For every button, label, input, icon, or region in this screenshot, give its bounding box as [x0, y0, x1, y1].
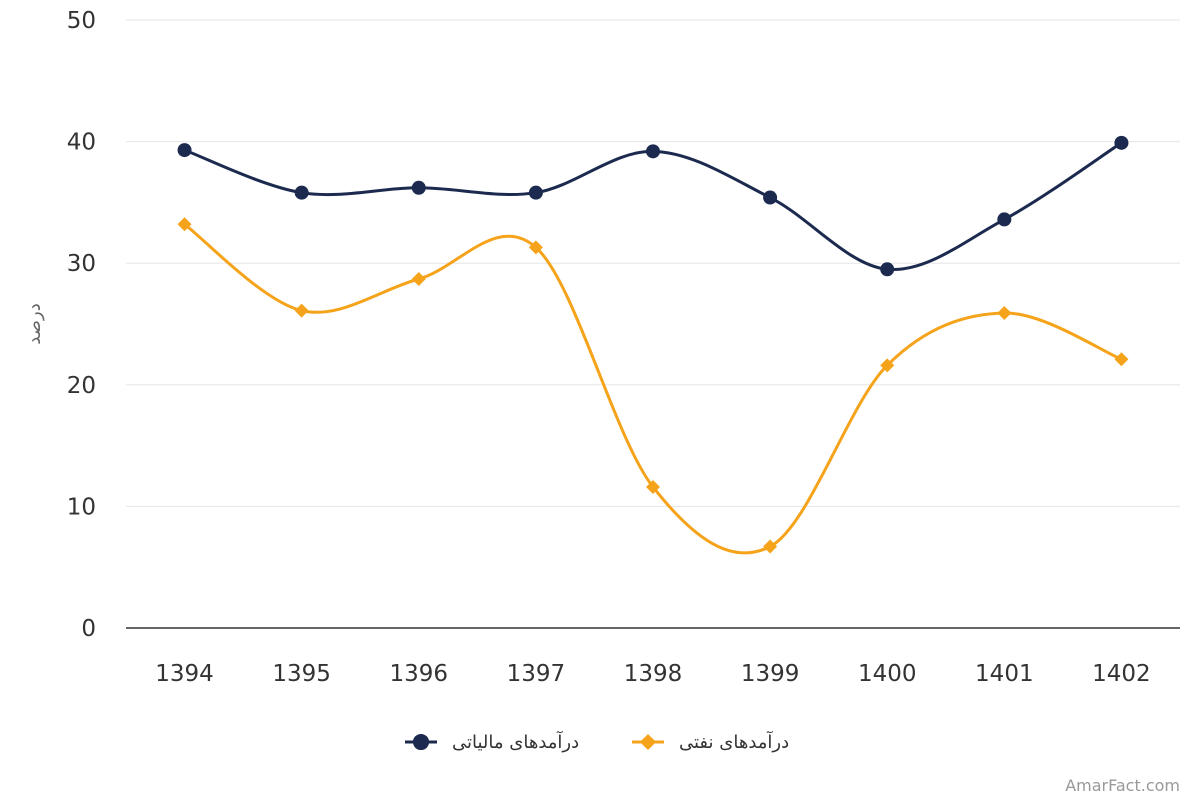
- data-point: [411, 272, 426, 287]
- legend: درآمدهای مالیاتی درآمدهای نفتی: [405, 730, 789, 753]
- series-line: [183, 223, 1122, 555]
- data-point: [177, 143, 192, 158]
- legend-marker: [639, 733, 657, 751]
- x-tick-label: 1397: [507, 661, 566, 687]
- series-layer: [177, 135, 1129, 555]
- legend-label: درآمدهای نفتی: [679, 730, 789, 753]
- x-tick-label: 1398: [624, 661, 683, 687]
- x-tick-label: 1400: [858, 661, 917, 687]
- y-axis-ticks: 0 10 20 30 40 50: [67, 8, 96, 642]
- data-point: [177, 217, 192, 232]
- data-point: [646, 479, 660, 494]
- data-point: [294, 185, 309, 200]
- data-point: [997, 306, 1012, 321]
- data-point: [997, 212, 1012, 227]
- y-tick-label: 20: [67, 373, 96, 399]
- legend-item[interactable]: درآمدهای نفتی: [632, 730, 789, 753]
- data-point: [411, 180, 426, 195]
- gridlines: [126, 19, 1180, 507]
- legend-marker: [412, 733, 430, 751]
- y-tick-label: 0: [81, 616, 96, 642]
- data-point: [294, 303, 309, 318]
- series-0: [177, 135, 1129, 277]
- data-point: [1114, 135, 1129, 150]
- data-point: [528, 185, 543, 200]
- x-tick-label: 1395: [272, 661, 331, 687]
- x-tick-label: 1402: [1092, 661, 1151, 687]
- x-axis-ticks: 1394 1395 1396 1397 1398 1399 1400 1401 1402: [155, 661, 1150, 687]
- series-line: [184, 141, 1123, 271]
- data-point: [763, 190, 778, 205]
- data-point: [528, 240, 543, 255]
- data-point: [646, 144, 660, 159]
- y-tick-label: 10: [67, 494, 96, 520]
- data-point: [763, 539, 778, 554]
- x-tick-label: 1394: [155, 661, 214, 687]
- series-1: [177, 217, 1129, 555]
- x-tick-label: 1396: [390, 661, 449, 687]
- y-tick-label: 40: [67, 130, 96, 156]
- data-point: [1114, 352, 1129, 367]
- y-tick-label: 30: [67, 251, 96, 277]
- data-point: [880, 262, 895, 277]
- data-point: [880, 358, 895, 373]
- y-tick-label: 50: [67, 8, 96, 34]
- x-tick-label: 1399: [741, 661, 800, 687]
- legend-label: درآمدهای مالیاتی: [452, 730, 579, 753]
- x-tick-label: 1401: [975, 661, 1034, 687]
- credit-text: AmarFact.com: [1065, 776, 1180, 795]
- y-axis-label: درصد: [24, 303, 45, 344]
- legend-item[interactable]: درآمدهای مالیاتی: [405, 730, 579, 753]
